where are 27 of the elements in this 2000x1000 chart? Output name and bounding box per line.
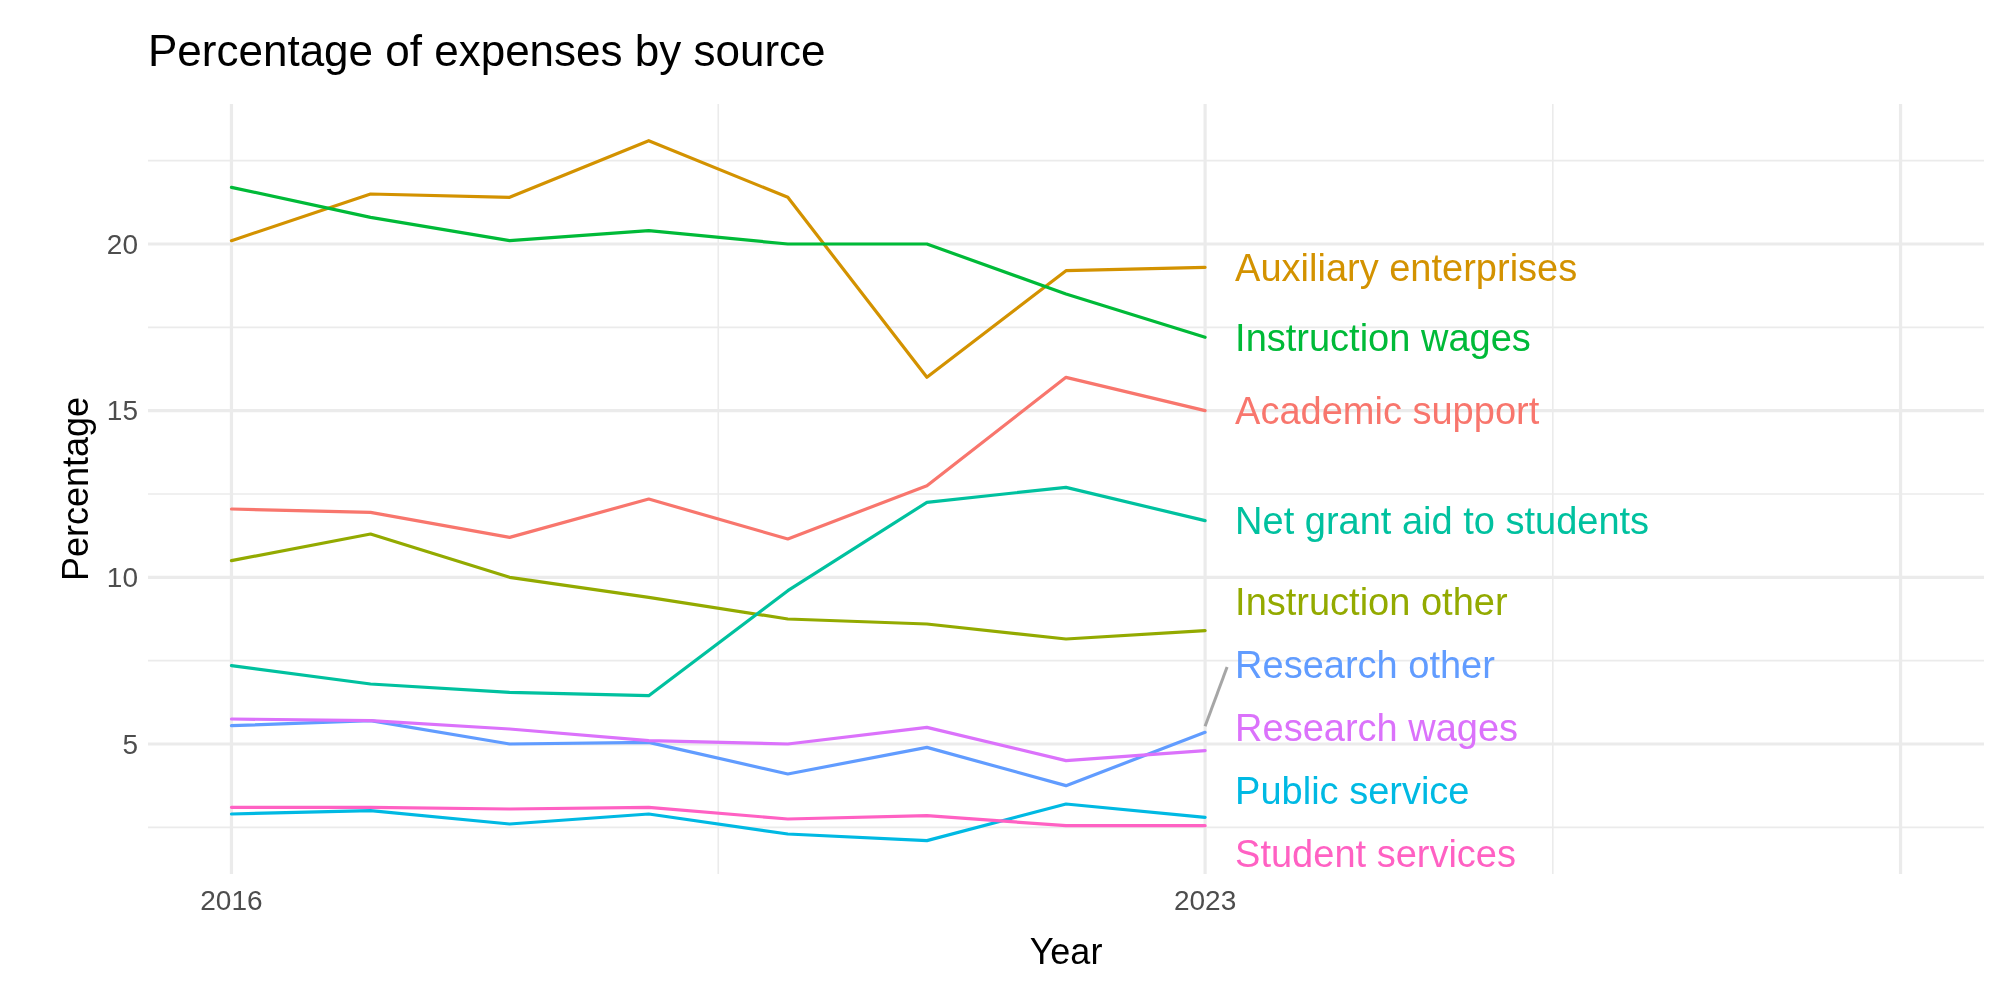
y-tick-label: 5 (122, 728, 138, 760)
line-series (229, 485, 1207, 698)
y-tick-label: 20 (106, 228, 138, 260)
y-tick-label: 10 (106, 562, 138, 594)
line-series (229, 139, 1207, 379)
series-label: Academic support (1235, 389, 1540, 432)
line-series (229, 185, 1207, 339)
line-series (229, 802, 1207, 843)
series-label: Auxiliary enterprises (1235, 246, 1578, 289)
series-label: Instruction wages (1235, 316, 1531, 359)
series-label: Research wages (1235, 707, 1519, 750)
series-label: Net grant aid to students (1235, 499, 1650, 542)
series-label: Student services (1235, 833, 1517, 876)
line-series (229, 532, 1207, 641)
y-tick-label: 15 (106, 395, 138, 427)
line-series (229, 717, 1207, 763)
series-label: Instruction other (1235, 581, 1508, 624)
chart-title: Percentage of expenses by source (148, 26, 826, 75)
x-tick-label: 2023 (1173, 885, 1237, 916)
series-label: Research other (1235, 644, 1496, 687)
y-axis-title: Percentage (55, 396, 96, 582)
x-tick-label: 2016 (200, 885, 263, 916)
x-axis-title: Year (1029, 931, 1103, 972)
line-series (229, 805, 1207, 828)
line-series (229, 719, 1207, 788)
series-label: Public service (1235, 770, 1470, 813)
line-series (229, 375, 1207, 541)
